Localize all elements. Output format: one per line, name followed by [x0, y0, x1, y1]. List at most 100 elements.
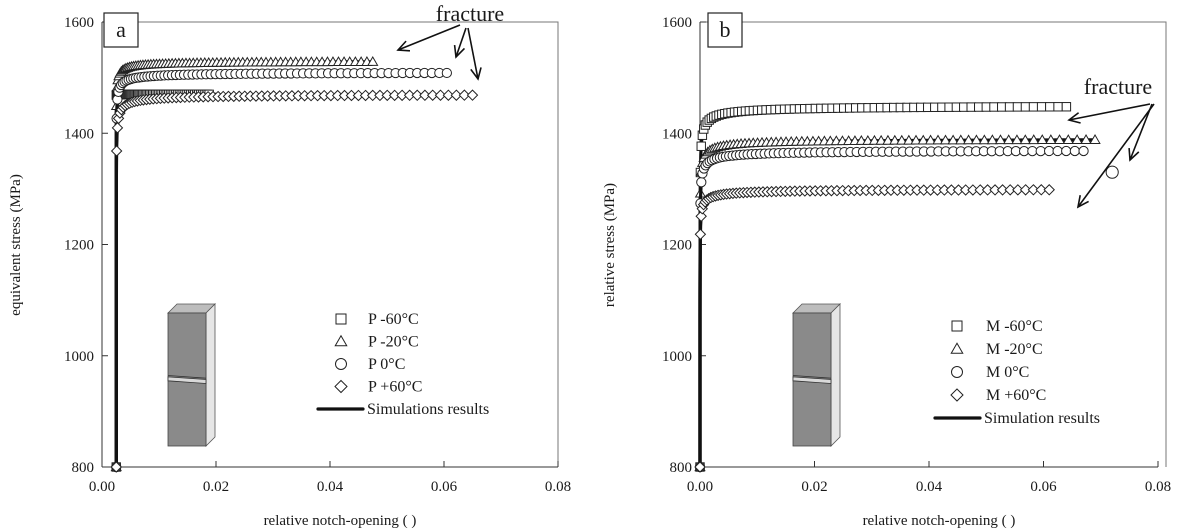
legend-marker [334, 379, 348, 394]
x-axis-title: relative notch-opening ( ) [863, 513, 1016, 529]
specimen-illustration [792, 303, 841, 447]
fracture-arrowhead [453, 44, 466, 59]
data-point [986, 134, 999, 145]
legend-marker [950, 342, 964, 354]
fracture-annotation: fracture [1084, 74, 1152, 99]
data-point [996, 184, 1009, 196]
legend-label: P -20°C [368, 334, 419, 351]
data-point [1061, 145, 1072, 157]
data-point [694, 228, 707, 241]
data-point [450, 89, 463, 101]
x-tick-label: 0.04 [916, 479, 943, 495]
data-point [1045, 102, 1055, 112]
specimen-illustration [167, 303, 216, 447]
data-point [939, 134, 952, 145]
x-tick-label: 0.00 [687, 479, 713, 495]
data-point [1078, 145, 1089, 157]
legend-marker [335, 358, 347, 370]
data-point [1053, 102, 1063, 112]
data-point [994, 134, 1007, 145]
data-point [441, 67, 452, 79]
y-tick-label: 800 [72, 460, 95, 476]
legend-marker [951, 366, 963, 378]
data-point [1020, 102, 1031, 112]
data-point [1011, 134, 1023, 145]
data-point [1089, 134, 1101, 144]
data-point [1035, 184, 1048, 196]
data-point [695, 210, 707, 223]
specimen-side-face [830, 303, 841, 447]
data-point [1035, 145, 1046, 157]
x-tick-label: 0.06 [1030, 479, 1057, 495]
legend-label: P +60°C [368, 379, 422, 396]
y-axis-title: relative stress (MPa) [602, 183, 618, 307]
data-point [978, 134, 991, 145]
y-tick-label: 800 [670, 460, 693, 476]
legend-simulation-label: Simulations results [367, 401, 489, 418]
legend-marker [951, 320, 963, 332]
data-point [970, 134, 983, 145]
data-point [1028, 134, 1040, 145]
data-point [442, 89, 455, 101]
data-point [110, 145, 123, 157]
fracture-arrowhead [470, 67, 482, 81]
fracture-arrow [1077, 103, 1155, 208]
fracture-arrow [1129, 103, 1153, 161]
data-point [694, 461, 706, 473]
data-point [1061, 102, 1072, 112]
data-point [1019, 134, 1032, 145]
data-point [989, 184, 1001, 196]
x-tick-label: 0.08 [545, 479, 571, 495]
x-tick-label: 0.02 [203, 479, 229, 495]
data-point [1052, 145, 1063, 157]
fracture-arrowhead [1076, 195, 1089, 209]
data-point [466, 89, 479, 101]
data-point [947, 134, 959, 145]
panel-b-chart: 0.00 0.02 0.04 0.06 0.08 800 1000 1200 1400 1600 r… [602, 12, 1171, 529]
y-tick-label: 1200 [662, 238, 692, 254]
x-axis-title: relative notch-opening ( ) [264, 513, 417, 529]
data-point [1071, 134, 1083, 144]
y-tick-label: 1000 [64, 349, 94, 365]
data-point [1028, 102, 1039, 112]
legend-label: M -60°C [986, 318, 1043, 335]
data-point [955, 134, 967, 145]
x-tick-label: 0.06 [431, 479, 458, 495]
data-point [932, 134, 944, 145]
data-point [896, 134, 908, 145]
data-point [1062, 134, 1074, 144]
data-point [981, 102, 992, 112]
data-point [426, 89, 439, 101]
x-tick-label: 0.04 [317, 479, 344, 495]
data-point [1002, 134, 1015, 145]
legend-marker [335, 313, 347, 325]
panel-a-chart: 0.00 0.02 0.04 0.06 0.08 800 1000 1200 1400 1600 r… [8, 1, 571, 529]
data-point [434, 89, 447, 101]
y-tick-label: 1400 [64, 126, 94, 142]
specimen-side-face [205, 303, 216, 447]
y-tick-label: 1400 [662, 126, 692, 142]
fracture-data-point [1105, 165, 1119, 179]
y-axis-title: equivalent stress (MPa) [8, 174, 24, 316]
fracture-arrowhead [1128, 147, 1140, 162]
data-point [111, 122, 124, 134]
fracture-annotation: fracture [436, 1, 504, 26]
data-point [1043, 184, 1055, 196]
data-point [1043, 145, 1055, 157]
data-point [388, 89, 401, 102]
x-tick-label: 0.08 [1145, 479, 1171, 495]
specimen-notch [792, 376, 832, 384]
data-point [903, 134, 915, 145]
data-point [403, 89, 416, 102]
data-point [1080, 134, 1092, 144]
data-point [910, 134, 922, 145]
y-tick-label: 1600 [662, 15, 692, 31]
data-point [696, 141, 706, 151]
y-tick-label: 1600 [64, 15, 94, 31]
specimen-notch [167, 376, 207, 384]
fracture-arrow [467, 27, 479, 80]
data-point [367, 56, 379, 66]
data-point [1069, 145, 1080, 157]
data-point [889, 134, 901, 145]
